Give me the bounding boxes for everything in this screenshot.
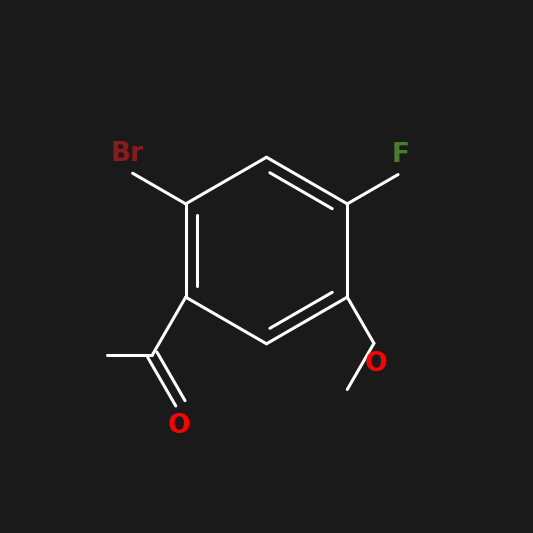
Text: O: O xyxy=(364,351,387,377)
Text: Br: Br xyxy=(111,141,144,167)
Text: O: O xyxy=(167,413,190,439)
Text: F: F xyxy=(392,142,410,168)
